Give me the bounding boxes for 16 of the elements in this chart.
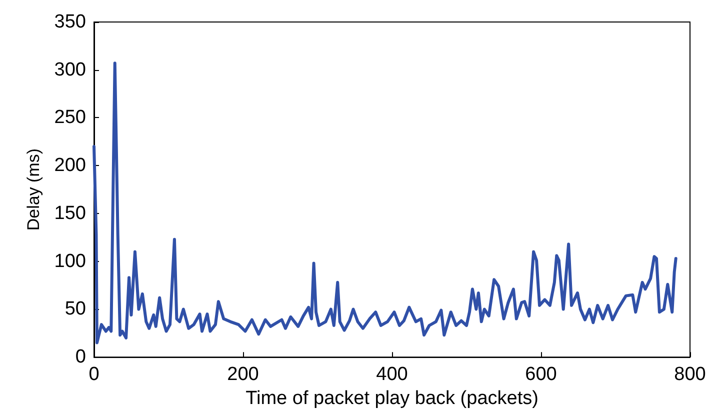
y-tick-label: 200 bbox=[54, 155, 86, 176]
y-axis-title: Delay (ms) bbox=[24, 148, 43, 231]
y-tick-label: 150 bbox=[54, 202, 86, 224]
y-tick-label: 350 bbox=[54, 12, 86, 32]
x-tick-label: 200 bbox=[227, 364, 259, 386]
x-tick-label: 0 bbox=[88, 364, 100, 386]
line-series bbox=[92, 62, 678, 344]
x-tick-label: 400 bbox=[376, 364, 408, 386]
x-axis-title: Time of packet play back (packets) bbox=[246, 388, 538, 409]
y-tick-label: 50 bbox=[64, 298, 86, 320]
x-tick-label: 600 bbox=[525, 364, 557, 386]
y-tick-label: 300 bbox=[54, 59, 86, 80]
y-tick-label: 0 bbox=[75, 346, 86, 368]
y-tick-label: 250 bbox=[54, 107, 86, 128]
x-tick-label: 800 bbox=[674, 364, 706, 386]
y-tick-label: 100 bbox=[54, 250, 86, 272]
